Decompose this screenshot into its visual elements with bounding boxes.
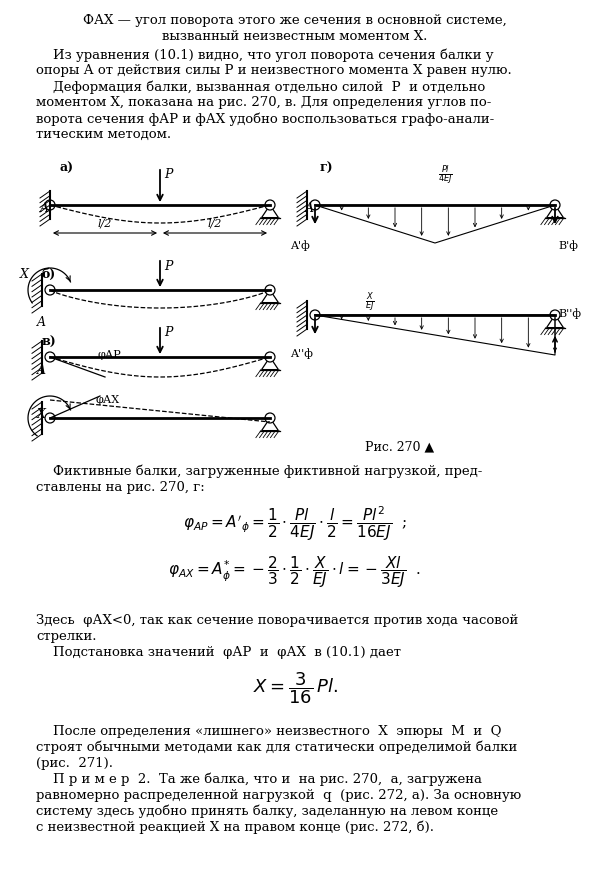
Text: l/2: l/2 — [208, 218, 222, 228]
Text: X: X — [20, 268, 29, 281]
Circle shape — [45, 352, 55, 362]
Text: ФАХ — угол поворота этого же сечения в основной системе,: ФАХ — угол поворота этого же сечения в о… — [83, 14, 507, 27]
Text: $\frac{Pl}{4EJ}$: $\frac{Pl}{4EJ}$ — [438, 163, 453, 186]
Text: A''ф: A''ф — [290, 348, 313, 359]
Text: B''ф: B''ф — [558, 308, 581, 318]
Text: φАХ: φАХ — [95, 395, 119, 405]
Circle shape — [550, 310, 560, 320]
Text: с неизвестной реакцией Х на правом конце (рис. 272, б).: с неизвестной реакцией Х на правом конце… — [36, 821, 434, 835]
Text: P: P — [164, 260, 172, 273]
Text: После определения «лишнего» неизвестного  Х  эпюры  М  и  Q: После определения «лишнего» неизвестного… — [36, 725, 501, 738]
Text: P: P — [164, 326, 172, 339]
Text: $\frac{X}{EJ}$: $\frac{X}{EJ}$ — [365, 290, 375, 314]
Text: $X = \dfrac{3}{16}\, Pl.$: $X = \dfrac{3}{16}\, Pl.$ — [253, 670, 337, 706]
Text: б): б) — [42, 268, 56, 281]
Text: ставлены на рис. 270, г:: ставлены на рис. 270, г: — [36, 481, 205, 494]
Text: A: A — [37, 316, 46, 329]
Circle shape — [265, 285, 275, 295]
Circle shape — [265, 413, 275, 423]
Text: моментом Х, показана на рис. 270, в. Для определения углов по-: моментом Х, показана на рис. 270, в. Для… — [36, 96, 491, 109]
Text: X: X — [37, 409, 46, 422]
Text: Подстановка значений  φАР  и  φАХ  в (10.1) дает: Подстановка значений φАР и φАХ в (10.1) … — [36, 646, 401, 659]
Text: A: A — [37, 364, 46, 376]
Text: вызванный неизвестным моментом Х.: вызванный неизвестным моментом Х. — [162, 30, 428, 43]
Text: стрелки.: стрелки. — [36, 630, 97, 643]
Text: $\varphi_{AX} = A^{*}_\phi = -\dfrac{2}{3} \cdot \dfrac{1}{2} \cdot \dfrac{X}{EJ: $\varphi_{AX} = A^{*}_\phi = -\dfrac{2}{… — [168, 554, 422, 590]
Text: φАР: φАР — [97, 350, 121, 360]
Text: опоры А от действия силы Р и неизвестного момента Х равен нулю.: опоры А от действия силы Р и неизвестног… — [36, 64, 512, 77]
Text: A: A — [305, 202, 314, 214]
Text: l/2: l/2 — [98, 218, 112, 228]
Text: Деформация балки, вызванная отдельно силой  Р  и отдельно: Деформация балки, вызванная отдельно сил… — [36, 80, 485, 94]
Text: тическим методом.: тическим методом. — [36, 128, 171, 141]
Text: П р и м е р  2.  Та же балка, что и  на рис. 270,  а, загружена: П р и м е р 2. Та же балка, что и на рис… — [36, 773, 482, 787]
Circle shape — [45, 200, 55, 210]
Circle shape — [550, 200, 560, 210]
Circle shape — [310, 200, 320, 210]
Circle shape — [45, 413, 55, 423]
Text: Здесь  φАХ<0, так как сечение поворачивается против хода часовой: Здесь φАХ<0, так как сечение поворачивае… — [36, 614, 518, 627]
Text: P: P — [164, 168, 172, 181]
Text: $\varphi_{AP} = A'_\phi = \dfrac{1}{2} \cdot \dfrac{Pl}{4EJ} \cdot \dfrac{l}{2} : $\varphi_{AP} = A'_\phi = \dfrac{1}{2} \… — [183, 505, 407, 543]
Circle shape — [310, 310, 320, 320]
Circle shape — [265, 200, 275, 210]
Circle shape — [45, 285, 55, 295]
Text: ворота сечения фАР и фАХ удобно воспользоваться графо-анали-: ворота сечения фАР и фАХ удобно воспольз… — [36, 112, 494, 126]
Text: равномерно распределенной нагрузкой  q  (рис. 272, а). За основную: равномерно распределенной нагрузкой q (р… — [36, 789, 521, 802]
Text: Фиктивные балки, загруженные фиктивной нагрузкой, пред-: Фиктивные балки, загруженные фиктивной н… — [36, 465, 483, 478]
Text: B'ф: B'ф — [558, 240, 578, 251]
Text: Из уравнения (10.1) видно, что угол поворота сечения балки у: Из уравнения (10.1) видно, что угол пово… — [36, 48, 493, 62]
Text: а): а) — [60, 162, 74, 175]
Text: систему здесь удобно принять балку, заделанную на левом конце: систему здесь удобно принять балку, заде… — [36, 805, 498, 819]
Text: A: A — [40, 202, 49, 214]
Text: в): в) — [42, 336, 57, 349]
Text: (рис.  271).: (рис. 271). — [36, 757, 113, 770]
Circle shape — [265, 352, 275, 362]
Text: г): г) — [320, 162, 333, 175]
Text: A'ф: A'ф — [290, 240, 310, 251]
Text: строят обычными методами как для статически определимой балки: строят обычными методами как для статиче… — [36, 741, 517, 755]
Text: Рис. 270 ▲: Рис. 270 ▲ — [365, 440, 434, 453]
